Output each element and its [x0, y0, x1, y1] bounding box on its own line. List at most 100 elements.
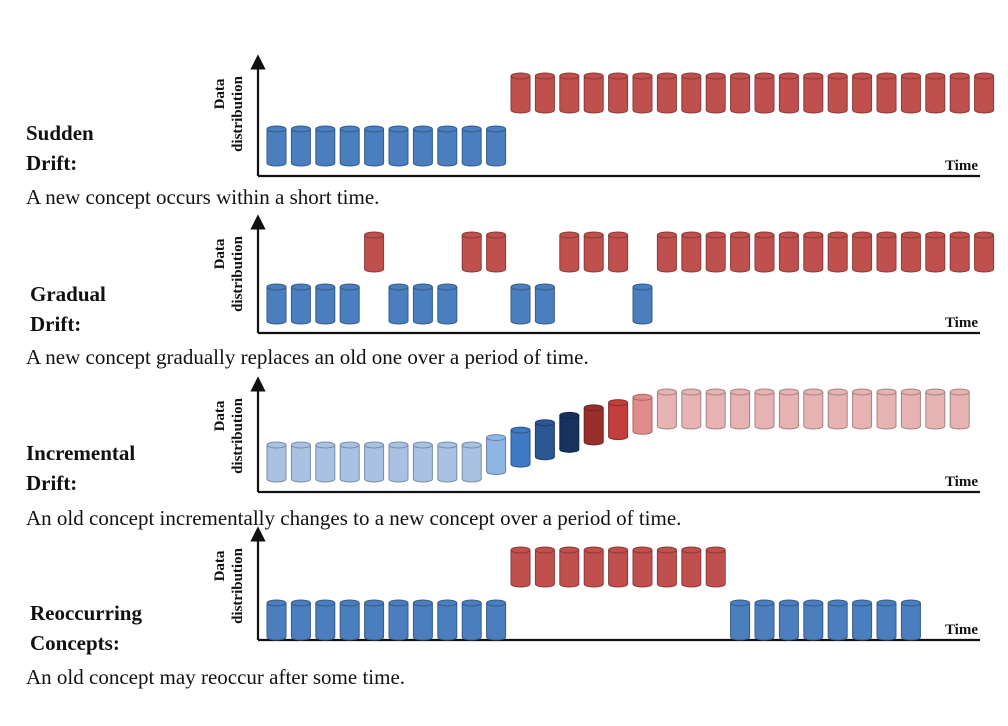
data-cylinder — [681, 388, 702, 430]
data-cylinder — [974, 231, 995, 273]
data-cylinder — [510, 546, 531, 588]
y-axis-label: Data — [212, 550, 228, 581]
data-cylinder — [803, 388, 824, 430]
data-cylinder — [827, 599, 848, 641]
x-axis-label: Time — [945, 622, 978, 638]
data-cylinder — [583, 546, 604, 588]
panel-description: A new concept occurs within a short time… — [26, 185, 380, 209]
data-cylinder — [510, 426, 531, 468]
data-cylinder — [290, 283, 311, 325]
data-cylinder — [290, 599, 311, 641]
data-cylinder — [852, 388, 873, 430]
data-cylinder — [705, 72, 726, 114]
x-axis-label: Time — [945, 158, 978, 174]
data-cylinder — [656, 231, 677, 273]
drift-panel: Data distribution Time — [212, 526, 980, 642]
data-cylinder — [876, 72, 897, 114]
data-cylinder — [632, 393, 653, 435]
data-cylinder — [315, 441, 336, 483]
panel-description: An old concept incrementally changes to … — [26, 506, 682, 530]
data-cylinder — [559, 231, 580, 273]
data-cylinder — [754, 388, 775, 430]
data-cylinder — [412, 125, 433, 167]
panel-label-line: Gradual — [30, 282, 106, 306]
data-cylinder — [461, 231, 482, 273]
data-cylinder — [705, 546, 726, 588]
x-axis-label: Time — [945, 315, 978, 331]
panel-label: Gradual Drift: — [30, 279, 106, 339]
data-cylinder — [315, 283, 336, 325]
data-cylinder — [925, 231, 946, 273]
panel-label-line: Sudden — [26, 121, 94, 145]
data-cylinder — [266, 599, 287, 641]
y-axis-label: distribution — [230, 397, 246, 474]
data-cylinder — [437, 441, 458, 483]
data-cylinder — [900, 388, 921, 430]
data-cylinder — [681, 546, 702, 588]
data-cylinder — [266, 283, 287, 325]
data-cylinder — [315, 125, 336, 167]
data-cylinder — [730, 72, 751, 114]
panel-label-line: Concepts: — [30, 631, 120, 655]
data-cylinder — [949, 388, 970, 430]
panel-description: An old concept may reoccur after some ti… — [26, 665, 406, 689]
data-cylinder — [827, 72, 848, 114]
data-cylinder — [876, 231, 897, 273]
data-cylinder — [534, 546, 555, 588]
data-cylinder — [437, 125, 458, 167]
data-cylinder — [486, 434, 507, 476]
data-cylinder — [827, 231, 848, 273]
data-cylinder — [730, 388, 751, 430]
data-cylinder — [461, 125, 482, 167]
panel-label-line: Drift: — [26, 151, 78, 175]
data-cylinder — [608, 546, 629, 588]
data-cylinder — [364, 231, 385, 273]
data-cylinder — [803, 599, 824, 641]
data-cylinder — [583, 72, 604, 114]
data-cylinder — [876, 388, 897, 430]
data-cylinder — [656, 388, 677, 430]
y-axis-label: Data — [212, 78, 228, 109]
data-cylinder — [583, 404, 604, 446]
data-cylinder — [388, 125, 409, 167]
data-cylinder — [534, 419, 555, 461]
data-cylinder — [949, 72, 970, 114]
drift-panel: Data distribution Time — [212, 376, 980, 494]
data-cylinder — [608, 399, 629, 441]
data-cylinder — [559, 72, 580, 114]
y-axis-label: distribution — [230, 547, 246, 624]
data-cylinder — [632, 72, 653, 114]
data-cylinder — [778, 72, 799, 114]
data-cylinder — [730, 231, 751, 273]
data-cylinder — [852, 599, 873, 641]
data-cylinder — [900, 599, 921, 641]
data-cylinder — [949, 231, 970, 273]
data-cylinder — [754, 599, 775, 641]
data-cylinder — [486, 599, 507, 641]
data-cylinder — [510, 283, 531, 325]
data-cylinder — [681, 231, 702, 273]
data-cylinder — [974, 72, 995, 114]
data-cylinder — [730, 599, 751, 641]
data-cylinder — [705, 388, 726, 430]
data-cylinder — [339, 125, 360, 167]
data-cylinder — [778, 599, 799, 641]
panel-label-line: Incremental — [26, 441, 136, 465]
data-cylinder — [412, 283, 433, 325]
data-cylinder — [534, 72, 555, 114]
panel-label: Reoccurring Concepts: — [30, 598, 142, 658]
data-cylinder — [364, 441, 385, 483]
data-cylinder — [900, 231, 921, 273]
data-cylinder — [290, 125, 311, 167]
data-cylinder — [559, 546, 580, 588]
drift-panel: Data distribution Time — [212, 214, 995, 335]
data-cylinder — [608, 231, 629, 273]
data-cylinder — [388, 441, 409, 483]
y-axis-label: Data — [212, 400, 228, 431]
data-cylinder — [364, 125, 385, 167]
data-cylinder — [437, 283, 458, 325]
data-cylinder — [803, 72, 824, 114]
data-cylinder — [803, 231, 824, 273]
data-cylinder — [412, 599, 433, 641]
